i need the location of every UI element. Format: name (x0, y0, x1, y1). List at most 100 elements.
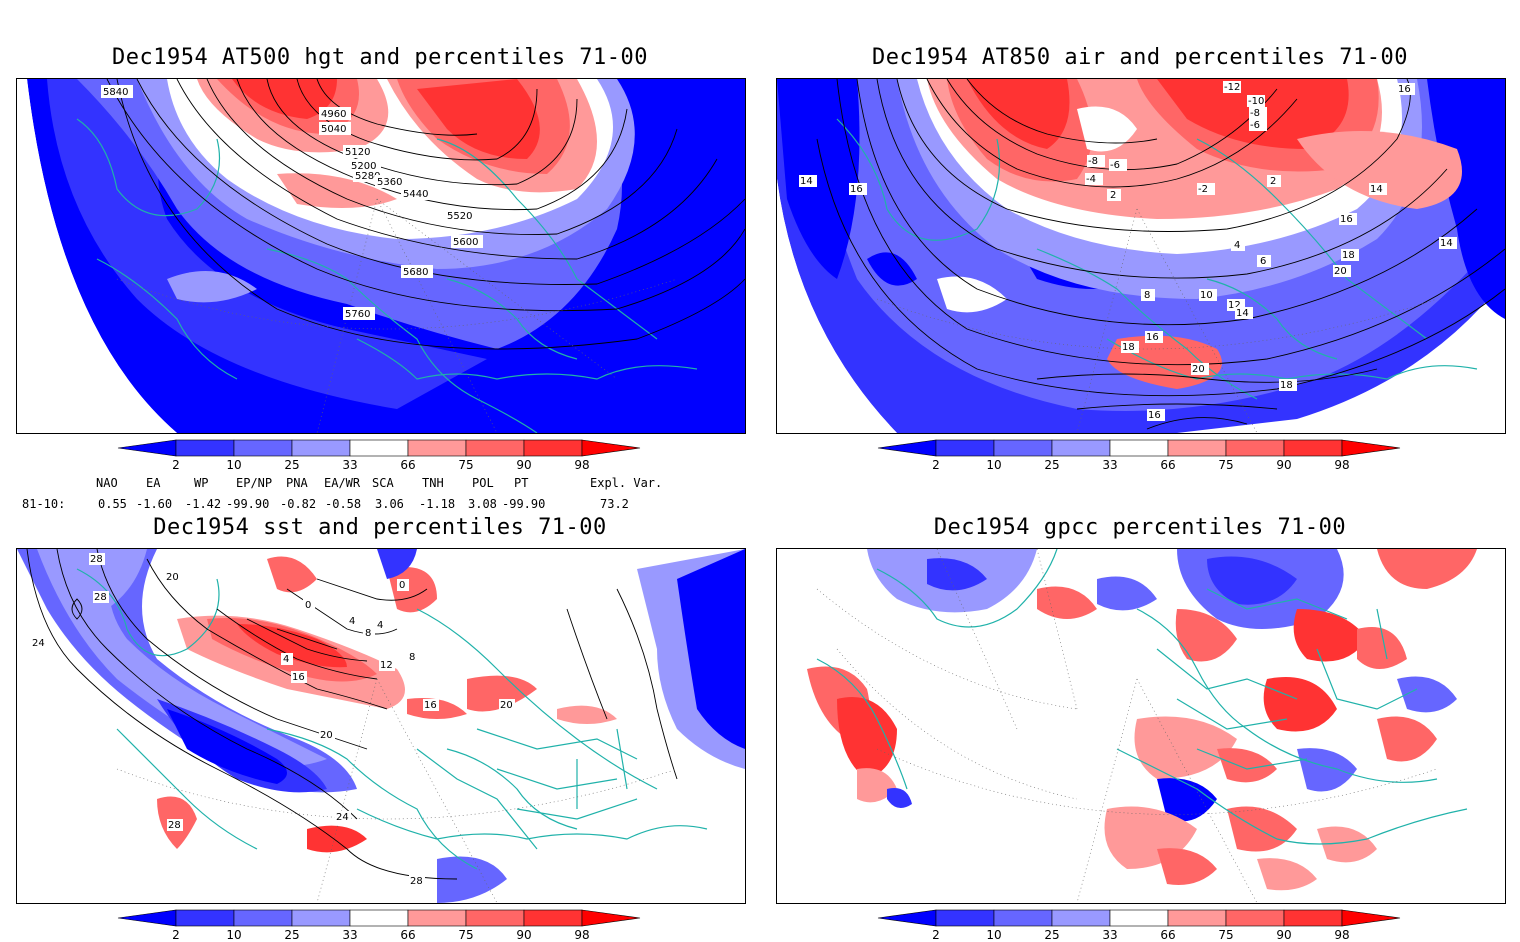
colorbar-tick-label: 2 (932, 928, 940, 942)
colorbar-tick-label: 10 (226, 458, 241, 472)
contour-label: 2 (1110, 190, 1116, 201)
contour-label: 20 (1192, 364, 1205, 375)
contour-label: -2 (1198, 184, 1208, 195)
contour-label: 0 (399, 580, 405, 591)
colorbar-svg: 2 10 25 33 66 75 90 98 (117, 439, 641, 472)
gpcc-coastlines (816, 549, 1468, 845)
colorbar-tick-label: 10 (986, 928, 1001, 942)
map-outside-area (777, 79, 897, 433)
colorbar-arrow-high (581, 439, 641, 457)
contour-label: 20 (1334, 266, 1347, 277)
hgt500-shading (27, 79, 745, 433)
colorbar-4: 2 10 25 33 66 75 90 98 (877, 909, 1402, 942)
colorbar-tick-label: 98 (1334, 458, 1349, 472)
contour-label: 5440 (403, 189, 428, 200)
map-panel-air850: -12 -10 -8 -6 -4 -2 2 -6 -4 -8 -2 2 4 6 … (776, 78, 1506, 434)
index-name: TNH (422, 476, 444, 490)
contour-label: 16 (292, 672, 305, 683)
contour-label: 28 (410, 876, 423, 887)
colorbar-tick-label: 33 (1102, 928, 1117, 942)
air850-shading (777, 79, 1505, 433)
air850-contours (816, 79, 1505, 430)
contour-label: 16 (850, 184, 863, 195)
colorbar-segment (349, 909, 409, 927)
colorbar-segment (175, 439, 235, 457)
colorbar-tick-label: 2 (172, 458, 180, 472)
colorbar-arrow-high (1341, 909, 1401, 927)
colorbar-segment (1167, 909, 1227, 927)
contour-label: 14 (1440, 238, 1453, 249)
map-panel-gpcc (776, 548, 1506, 904)
index-name: PT (514, 476, 529, 490)
colorbar-segment (1167, 439, 1227, 457)
air850-graticule (876, 208, 1438, 433)
colorbar-tick-label: 75 (1218, 458, 1233, 472)
hgt500-contour-labels: 5840 4960 5040 5120 5200 5280 5360 5440 … (101, 85, 483, 320)
index-name: POL (472, 476, 494, 490)
contour-label: -8 (1088, 156, 1098, 167)
index-name: PNA (286, 476, 308, 490)
colorbar-tick-label: 25 (284, 458, 299, 472)
colorbar-arrow-high (1341, 439, 1401, 457)
colorbar-segment (935, 439, 995, 457)
colorbar-tick-label: 75 (458, 928, 473, 942)
contour-label: 5360 (377, 177, 402, 188)
index-value: -1.42 (185, 497, 222, 511)
contour-label: -4 (1086, 174, 1096, 185)
colorbar-tick-label: 10 (226, 928, 241, 942)
contour-label: 14 (1370, 184, 1383, 195)
contour-label: -12 (1224, 82, 1240, 93)
colorbar-arrow-low (877, 439, 937, 457)
colorbar-segment (175, 909, 235, 927)
hgt500-contours (106, 79, 745, 350)
index-value: -0.82 (280, 497, 317, 511)
contour-label: 28 (94, 592, 107, 603)
gpcc-graticule (816, 549, 1438, 903)
contour-label: -6 (1250, 120, 1260, 131)
sst-contour-labels: 28 28 24 20 0 0 4 4 8 4 16 12 8 16 20 20… (31, 553, 515, 887)
colorbar-segment (523, 909, 583, 927)
contour-label: 8 (409, 652, 415, 663)
colorbar-segment (465, 439, 525, 457)
contour-label: 16 (1148, 410, 1161, 421)
colorbar-segment (233, 909, 293, 927)
sst-graticule (116, 678, 678, 903)
contour-label: 24 (336, 812, 349, 823)
contour-label: 18 (1280, 380, 1293, 391)
contour-label: 5520 (447, 211, 472, 222)
colorbar-tick-label: 25 (1044, 928, 1059, 942)
colorbar-segment (407, 439, 467, 457)
contour-label: 5680 (403, 267, 428, 278)
colorbar-svg: 2 10 25 33 66 75 90 98 (117, 909, 641, 942)
colorbar-segment (291, 909, 351, 927)
contour-label: 16 (1398, 84, 1411, 95)
index-name: Expl. Var. (590, 476, 663, 490)
colorbar-tick-label: 33 (342, 458, 357, 472)
index-name: EA/WR (324, 476, 361, 490)
colorbar-tick-label: 25 (1044, 458, 1059, 472)
contour-label: 5840 (103, 87, 128, 98)
contour-label: 4 (283, 654, 289, 665)
contour-label: 12 (1228, 300, 1241, 311)
colorbar-segment (1051, 439, 1111, 457)
colorbar-segment (1109, 439, 1169, 457)
map-outside-area (17, 79, 177, 433)
index-name: EA (146, 476, 161, 490)
colorbar-segment (935, 909, 995, 927)
contour-label: 4 (377, 620, 383, 631)
colorbar-segment (1283, 909, 1343, 927)
index-name: NAO (96, 476, 118, 490)
map-outside-area (777, 549, 957, 903)
colorbar-segment (1225, 439, 1285, 457)
contour-label: 28 (90, 554, 103, 565)
contour-label: 5120 (345, 147, 370, 158)
index-value: 0.55 (98, 497, 127, 511)
colorbar-tick-label: 90 (1276, 928, 1291, 942)
colorbar-segment (1109, 909, 1169, 927)
colorbar-tick-label: 75 (1218, 928, 1233, 942)
air850-coastlines (836, 118, 1478, 400)
air850-contour-labels: -12 -10 -8 -6 -4 -2 2 -6 -4 -8 -2 2 4 6 … (799, 81, 1457, 421)
colorbar-arrow-low (117, 439, 177, 457)
index-value: -1.18 (419, 497, 456, 511)
contour-label: 16 (424, 700, 437, 711)
